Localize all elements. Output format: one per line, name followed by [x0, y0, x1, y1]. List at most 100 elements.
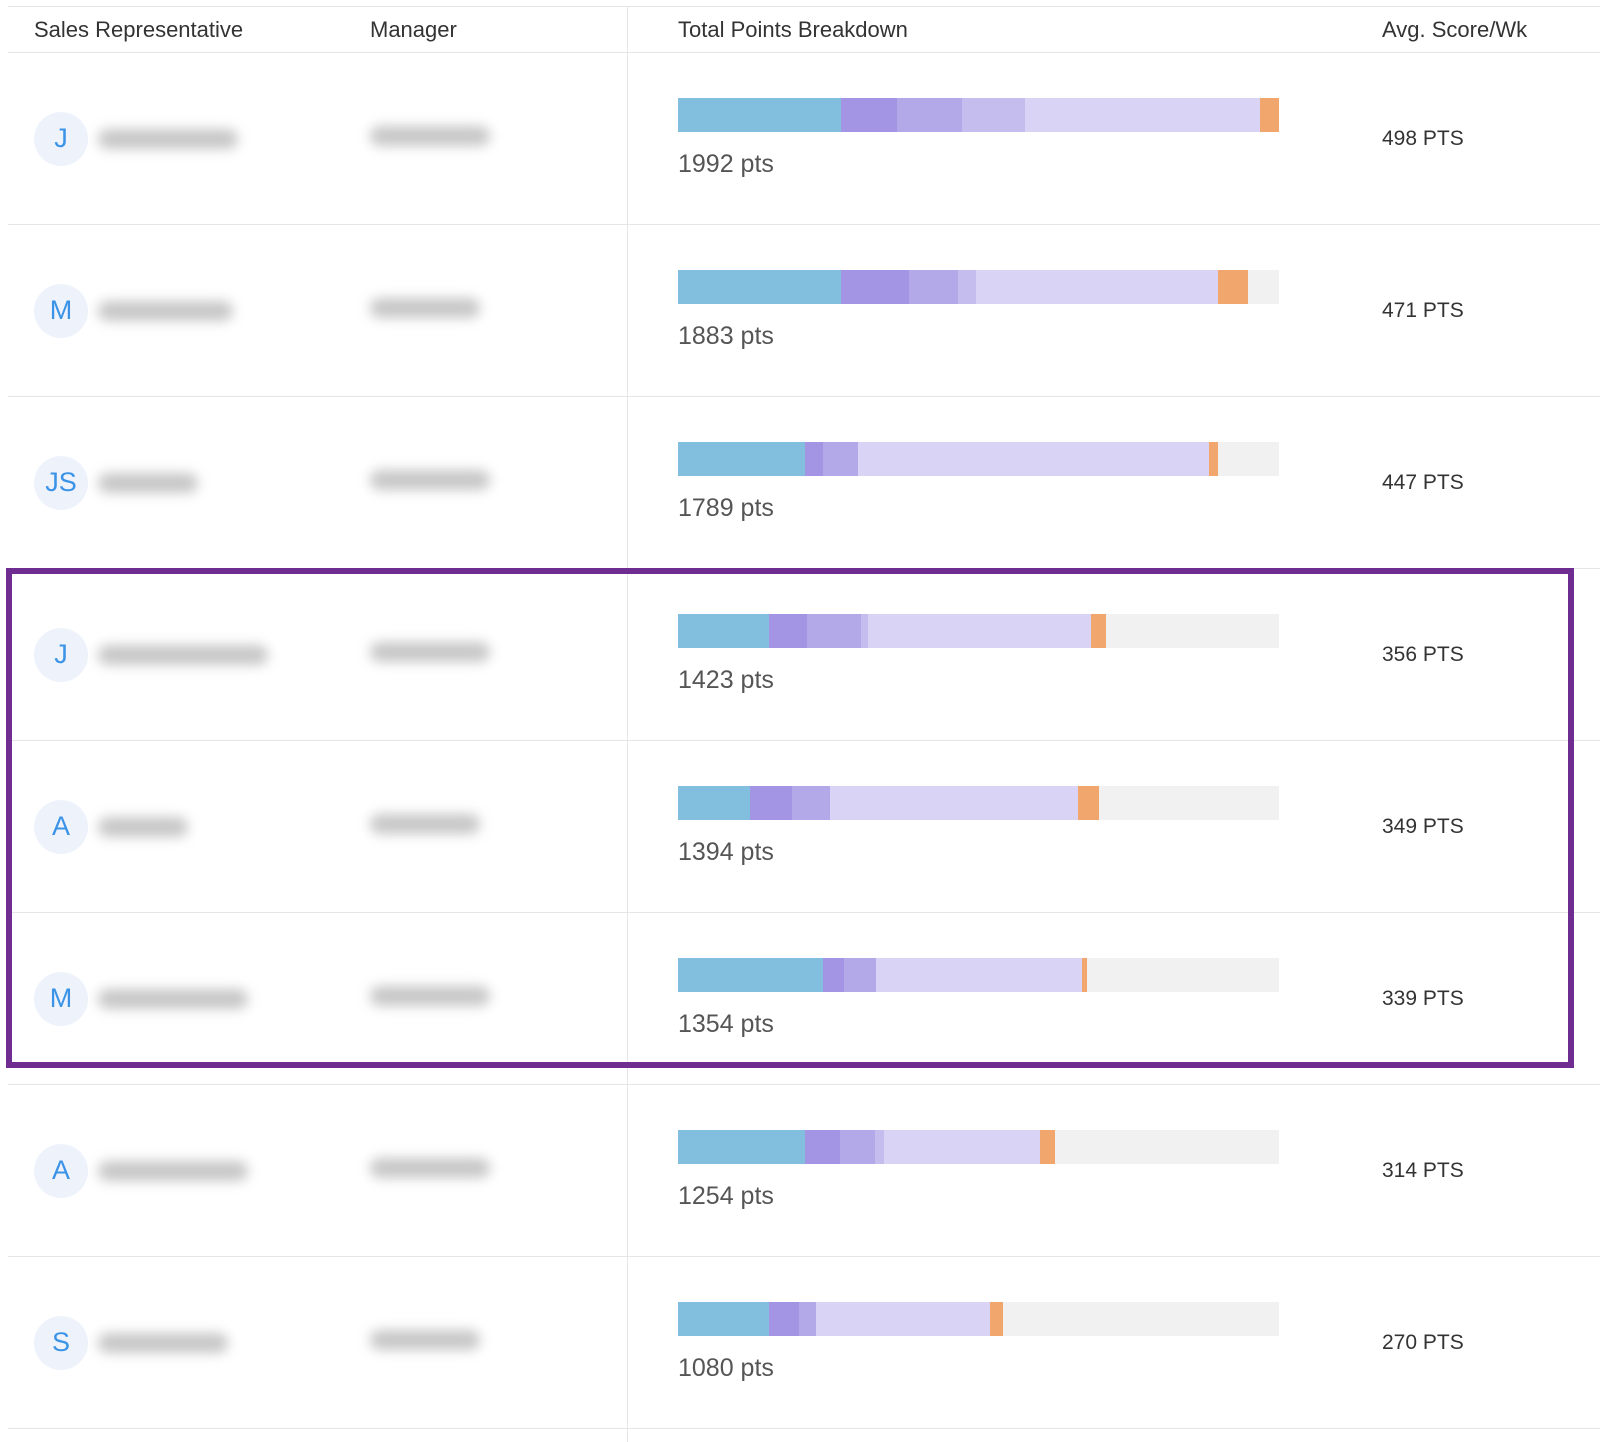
avatar: A [34, 799, 88, 854]
avg-score-value: 349 PTS [1382, 814, 1464, 838]
bar-segment[interactable] [805, 1130, 841, 1164]
manager-cell [370, 126, 628, 151]
rep-name-redacted [98, 300, 233, 321]
rep-cell: J [8, 111, 370, 166]
bar-segment[interactable] [769, 614, 807, 648]
manager-cell [370, 298, 628, 323]
bar-segment[interactable] [840, 1130, 876, 1164]
points-breakdown-bar[interactable] [678, 614, 1279, 648]
rep-name-redacted [98, 1332, 228, 1353]
manager-cell [370, 1158, 628, 1183]
table-row[interactable]: M 1354 pts 339 PTS [8, 913, 1600, 1085]
avg-score-value: 471 PTS [1382, 298, 1464, 322]
total-points-label: 1080 pts [678, 1354, 774, 1382]
table-row[interactable]: A 1394 pts 349 PTS [8, 741, 1600, 913]
breakdown-cell: 1080 pts [628, 1302, 1344, 1383]
total-points-label: 1254 pts [678, 1182, 774, 1210]
table-row[interactable]: M 1883 pts 471 PTS [8, 225, 1600, 397]
avg-score-value: 498 PTS [1382, 126, 1464, 150]
bar-segment[interactable] [976, 270, 1218, 304]
bar-segment[interactable] [841, 270, 909, 304]
avatar: JS [34, 455, 88, 510]
bar-segment[interactable] [990, 1302, 1003, 1336]
column-divider [627, 6, 628, 1442]
header-manager[interactable]: Manager [370, 16, 457, 42]
table-row[interactable]: J 1423 pts 356 PTS [8, 569, 1600, 741]
leaderboard-table: Sales Representative Manager Total Point… [8, 6, 1600, 1429]
bar-segment[interactable] [1208, 442, 1218, 476]
bar-segment[interactable] [868, 614, 1092, 648]
avatar: M [34, 283, 88, 338]
bar-segment[interactable] [805, 442, 824, 476]
bar-segment[interactable] [875, 1130, 885, 1164]
bar-segment[interactable] [750, 786, 793, 820]
rep-cell: JS [8, 455, 370, 510]
bar-segment[interactable] [958, 270, 977, 304]
bar-segment[interactable] [830, 786, 1078, 820]
bar-segment[interactable] [816, 1302, 991, 1336]
bar-segment[interactable] [678, 1302, 770, 1336]
table-row[interactable]: S 1080 pts 270 PTS [8, 1257, 1600, 1429]
header-avg-score[interactable]: Avg. Score/Wk [1382, 16, 1528, 42]
bar-segment[interactable] [792, 786, 831, 820]
points-breakdown-bar[interactable] [678, 786, 1279, 820]
bar-segment[interactable] [858, 442, 1209, 476]
points-breakdown-bar[interactable] [678, 270, 1279, 304]
bar-segment[interactable] [678, 786, 751, 820]
avatar: S [34, 1315, 88, 1370]
total-points-label: 1354 pts [678, 1010, 774, 1038]
header-total-points-breakdown[interactable]: Total Points Breakdown [678, 16, 908, 42]
header-sales-representative[interactable]: Sales Representative [34, 16, 244, 42]
points-breakdown-bar[interactable] [678, 98, 1279, 132]
points-breakdown-bar[interactable] [678, 958, 1279, 992]
bar-segment[interactable] [884, 1130, 1041, 1164]
bar-segment[interactable] [678, 270, 842, 304]
bar-segment[interactable] [1091, 614, 1107, 648]
bar-segment[interactable] [860, 614, 869, 648]
table-row[interactable]: J 1992 pts 498 PTS [8, 53, 1600, 225]
bar-segment[interactable] [844, 958, 877, 992]
breakdown-cell: 1354 pts [628, 958, 1344, 1039]
bar-segment[interactable] [1024, 98, 1261, 132]
bar-segment[interactable] [908, 270, 959, 304]
bar-segment[interactable] [1077, 786, 1099, 820]
manager-cell [370, 814, 628, 839]
avatar: A [34, 1143, 88, 1198]
bar-segment[interactable] [1082, 958, 1088, 992]
bar-segment[interactable] [1217, 270, 1248, 304]
points-breakdown-bar[interactable] [678, 442, 1279, 476]
total-points-label: 1423 pts [678, 666, 774, 694]
bar-segment[interactable] [1260, 98, 1279, 132]
bar-segment[interactable] [799, 1302, 817, 1336]
bar-segment[interactable] [678, 614, 770, 648]
breakdown-cell: 1992 pts [628, 98, 1344, 179]
rep-cell: A [8, 1143, 370, 1198]
bar-segment[interactable] [678, 958, 824, 992]
avg-score-value: 447 PTS [1382, 470, 1464, 494]
bar-segment[interactable] [896, 98, 962, 132]
rep-name-redacted [98, 988, 248, 1009]
manager-name-redacted [370, 986, 490, 1006]
table-row[interactable]: JS 1789 pts 447 PTS [8, 397, 1600, 569]
rep-cell: M [8, 283, 370, 338]
breakdown-cell: 1254 pts [628, 1130, 1344, 1211]
manager-name-redacted [370, 1158, 490, 1178]
bar-segment[interactable] [678, 98, 842, 132]
bar-segment[interactable] [961, 98, 1025, 132]
bar-segment[interactable] [678, 1130, 806, 1164]
table-row[interactable]: A 1254 pts 314 PTS [8, 1085, 1600, 1257]
points-breakdown-bar[interactable] [678, 1302, 1279, 1336]
bar-segment[interactable] [841, 98, 897, 132]
bar-segment[interactable] [823, 958, 845, 992]
table-header: Sales Representative Manager Total Point… [8, 7, 1600, 53]
avatar: J [34, 627, 88, 682]
bar-segment[interactable] [806, 614, 861, 648]
breakdown-cell: 1789 pts [628, 442, 1344, 523]
manager-name-redacted [370, 470, 490, 490]
bar-segment[interactable] [1040, 1130, 1056, 1164]
bar-segment[interactable] [823, 442, 859, 476]
bar-segment[interactable] [678, 442, 806, 476]
bar-segment[interactable] [769, 1302, 800, 1336]
points-breakdown-bar[interactable] [678, 1130, 1279, 1164]
bar-segment[interactable] [876, 958, 1083, 992]
